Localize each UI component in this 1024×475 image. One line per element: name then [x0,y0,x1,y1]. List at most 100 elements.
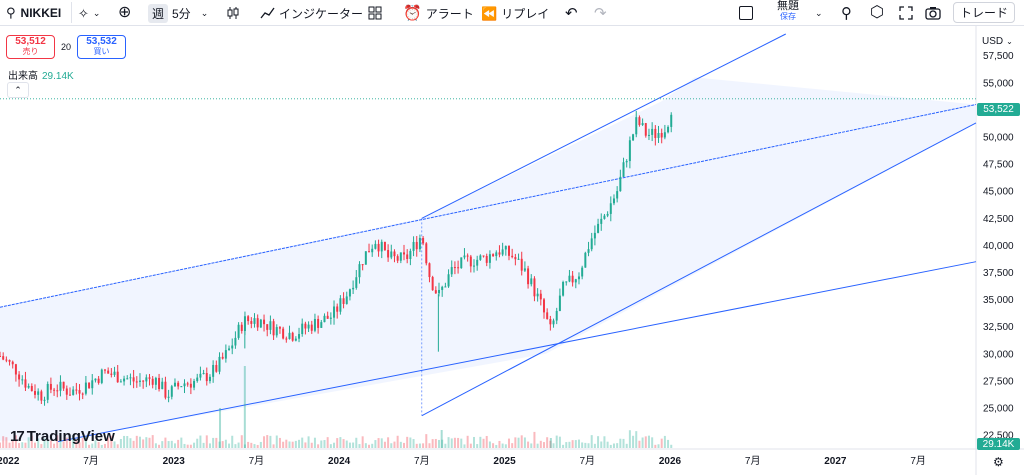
volume-bar [138,436,141,448]
volume-bar [488,441,491,448]
layout-checkbox[interactable] [739,3,753,23]
undo-button[interactable]: ↶ [565,3,578,23]
layout-save-button[interactable]: 無題 保存 [770,0,806,21]
last-price-badge: 53,522 [977,103,1020,116]
volume-bar [27,437,30,448]
chevron-down-icon: ⌄ [92,7,101,18]
volume-bar [434,438,437,448]
tradingview-logo[interactable]: 17 TradingView [10,428,115,445]
compare-button[interactable]: ⊕ [118,3,131,23]
fullscreen-icon [899,6,913,20]
candle-body [323,315,326,323]
candle-body [390,251,393,258]
hexagon-settings-icon: ⬡ [870,4,884,21]
volume-bar [49,440,52,448]
settings-button[interactable]: ⬡ [870,3,884,23]
volume-bar [177,439,180,448]
fullscreen-button[interactable] [899,3,913,23]
buy-button[interactable]: 53,532 買い [77,35,127,59]
sell-button[interactable]: 53,512 売り [6,35,55,59]
symbol-name: NIKKEI [20,5,62,20]
candle-body [352,287,355,290]
lower-channel-line [421,122,977,417]
candle-body [263,319,266,325]
candle-body [14,364,17,375]
currency-selector[interactable]: USD ⌄ [982,36,1013,47]
square-icon [739,6,753,20]
candle-body [21,379,24,381]
candle-body [463,255,466,258]
time-axis[interactable]: 2022 7月 2023 7月 2024 7月 2025 7月 2026 7月 2027 7月 [0,455,926,467]
volume-bar [342,439,345,448]
price-chart[interactable]: 57,50055,00052,50050,00047,50045,00042,5… [0,26,1024,475]
candle-body [612,198,615,204]
price-tick-label: 55,000 [983,78,1014,89]
volume-bar [517,437,520,448]
snapshot-button[interactable] [925,3,941,23]
timeframe-week-button[interactable]: 週 [148,3,169,23]
volume-bar [469,443,472,448]
buy-price: 53,532 [86,36,117,47]
volume-spike [219,408,222,448]
volume-bar [511,443,514,448]
candle-body [189,383,192,388]
candle-body [488,254,491,263]
trade-button[interactable]: トレード [953,2,1015,23]
grid [0,26,1024,475]
candle-body [110,373,113,375]
candle-body [62,381,65,389]
timeframe-5m-button[interactable]: 5分 ⌄ [172,3,208,23]
alert-button[interactable]: ⏰ アラート [403,3,474,23]
layout-menu-button[interactable]: ⌄ [815,3,823,23]
candle-body [72,389,75,395]
candle-body [565,281,568,283]
candle-body [53,389,56,391]
volume-bar [625,443,628,448]
volume-bar [638,440,641,448]
axis-settings-button[interactable]: ⚙ [993,455,1004,469]
quick-search-button[interactable]: ⚲ [841,3,852,23]
redo-button[interactable]: ↷ [594,3,607,23]
chart-type-button[interactable] [226,3,240,23]
candle-body [434,290,437,294]
volume-bar [345,440,348,448]
price-tick-label: 25,000 [983,404,1014,415]
time-tick-label: 2023 [163,456,186,467]
volume-bar [450,438,453,448]
candle-body [568,275,571,282]
candle-body [5,359,8,361]
indicators-button[interactable]: インジケーター [260,3,363,23]
volume-bar [161,441,164,448]
candle-body [193,380,196,388]
templates-button[interactable] [368,3,382,23]
volume-bar [647,435,650,448]
replay-button[interactable]: ⏪ リプレイ [481,3,549,23]
candle-body [632,134,635,141]
price-tick-label: 50,000 [983,133,1014,144]
symbol-search[interactable]: ⚲ NIKKEI [2,2,72,23]
volume-bar [660,438,663,448]
volume-bar [577,439,580,448]
price-tick-label: 42,500 [983,214,1014,225]
candle-body [609,203,612,214]
rewind-icon: ⏪ [481,5,498,21]
volume-axis-badge: 29.14K [977,438,1020,450]
candle-body [180,386,183,388]
quote-mode-dropdown[interactable]: ✧ ⌄ [78,3,100,23]
candle-body [358,264,361,278]
volume-bar [164,437,167,448]
volume-bar [193,442,196,448]
drawing-layer[interactable] [0,33,977,443]
candle-body [469,256,472,267]
volume-bar [539,440,542,448]
candle-body [132,377,135,382]
candle-body [361,264,364,266]
candle-body [326,315,329,319]
volume-legend[interactable]: 出来高 29.14K [8,67,74,82]
alert-label: アラート [425,6,474,21]
volume-bar [250,442,253,448]
volume-bar [78,442,81,448]
collapse-legend-button[interactable]: ⌃ [7,82,29,98]
volume-bar [218,441,221,448]
volume-bar [30,435,33,448]
